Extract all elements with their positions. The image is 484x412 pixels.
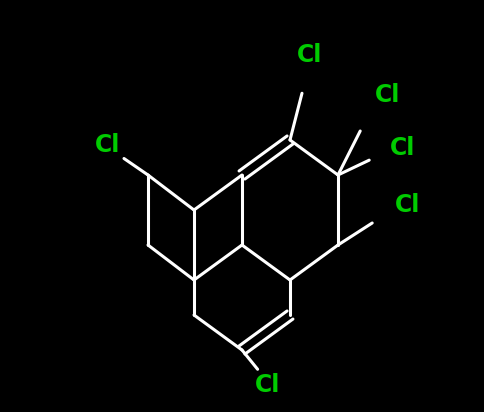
- Text: Cl: Cl: [255, 373, 280, 397]
- Text: Cl: Cl: [297, 43, 322, 67]
- Text: Cl: Cl: [394, 193, 420, 217]
- Text: Cl: Cl: [389, 136, 414, 160]
- Text: Cl: Cl: [95, 133, 121, 157]
- Text: Cl: Cl: [374, 83, 400, 107]
